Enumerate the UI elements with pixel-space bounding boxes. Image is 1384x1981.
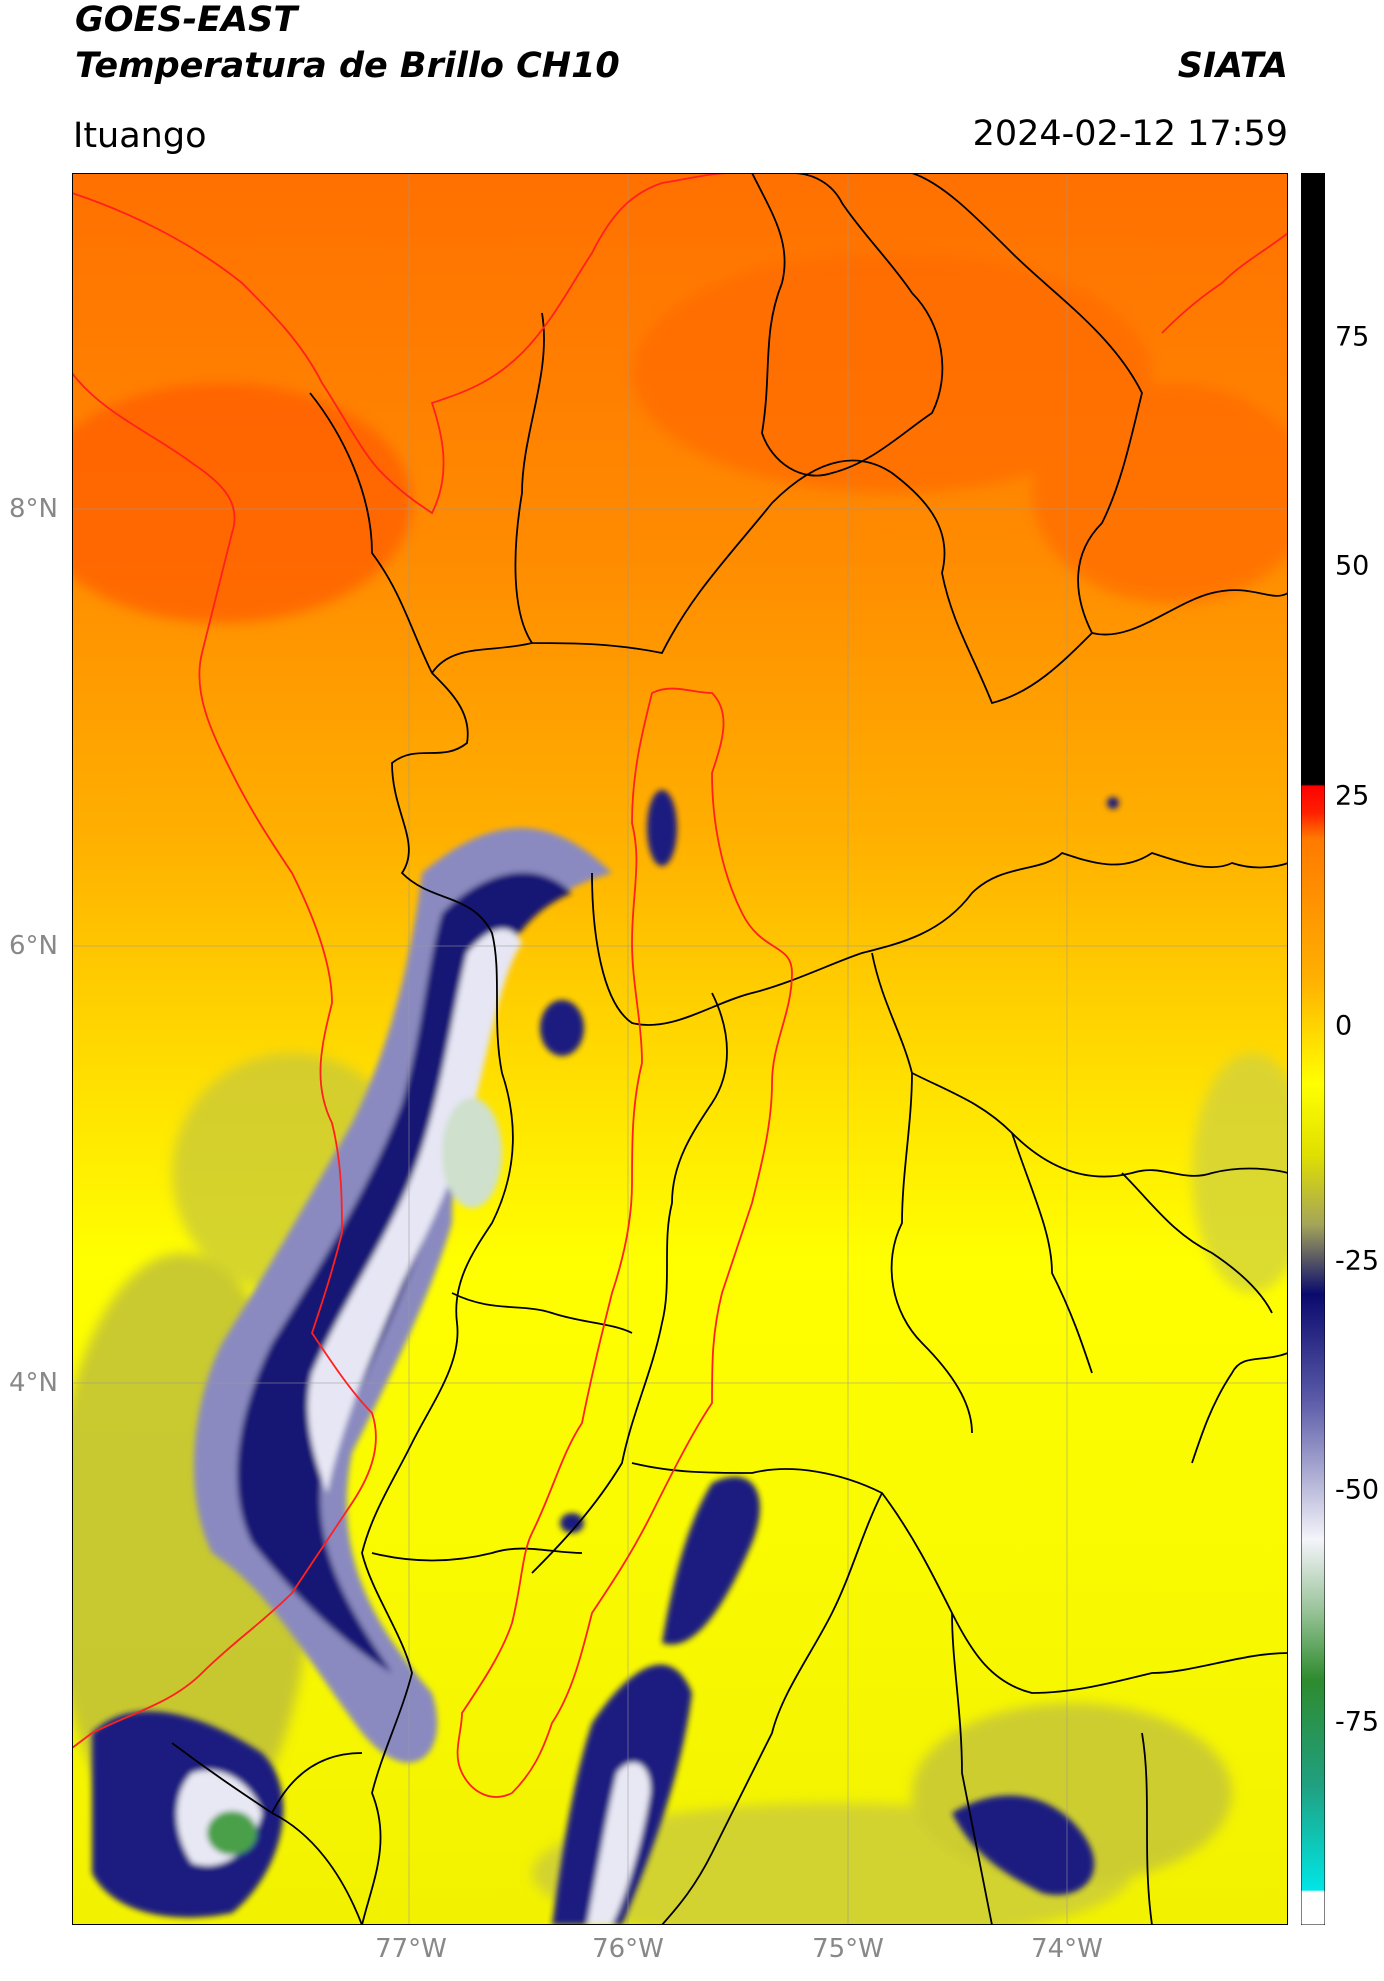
lat-tick-4n: 4°N <box>9 1368 58 1398</box>
lon-tick-74w: 74°W <box>1031 1934 1103 1964</box>
lon-tick-76w: 76°W <box>592 1934 664 1964</box>
admin-boundaries <box>171 173 1288 1925</box>
colorbar-tick-minus25: -25 <box>1335 1245 1380 1277</box>
location-label: Ituango <box>73 116 207 156</box>
satellite-map <box>72 173 1288 1925</box>
colorbar-tick-50: 50 <box>1335 550 1370 582</box>
cloud-band <box>92 790 1119 1925</box>
coastline-and-roi <box>72 173 1288 1798</box>
product-title: Temperatura de Brillo CH10 <box>75 46 620 86</box>
lat-tick-8n: 8°N <box>9 494 58 524</box>
colorbar-tick-0: 0 <box>1335 1010 1353 1042</box>
gridlines <box>72 173 1288 1925</box>
colorbar-tick-minus50: -50 <box>1335 1474 1380 1506</box>
agency-label: SIATA <box>1177 46 1288 86</box>
lon-tick-75w: 75°W <box>812 1934 884 1964</box>
colorbar-tick-75: 75 <box>1335 321 1370 353</box>
lon-tick-77w: 77°W <box>375 1934 447 1964</box>
lat-tick-6n: 6°N <box>9 931 58 961</box>
colorbar-tick-minus75: -75 <box>1335 1706 1380 1738</box>
colorbar <box>1301 173 1325 1925</box>
colorbar-tick-25: 25 <box>1335 780 1370 812</box>
satellite-title: GOES-EAST <box>75 0 298 40</box>
datetime-label: 2024-02-12 17:59 <box>972 114 1288 154</box>
map-frame <box>72 173 1288 1925</box>
